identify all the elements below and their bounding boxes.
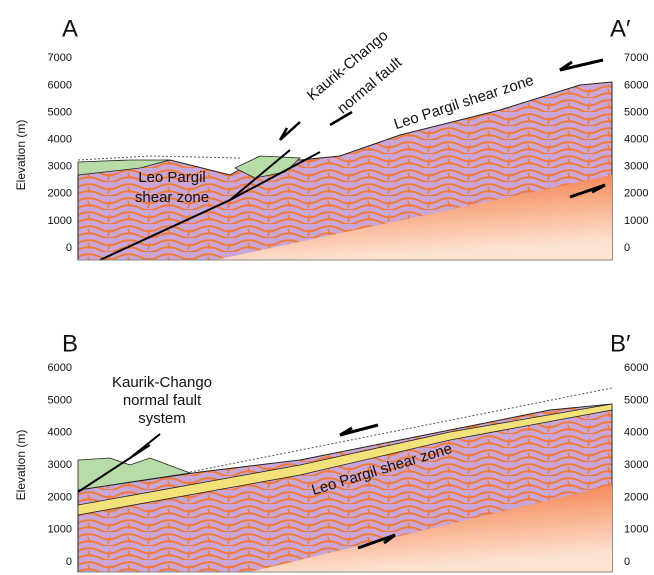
section-label: A xyxy=(62,15,78,42)
y-tick-label: 7000 xyxy=(48,52,72,64)
y-tick-label: 4000 xyxy=(48,427,72,439)
y-tick-label: 5000 xyxy=(48,106,72,118)
y-tick-label: 3000 xyxy=(48,161,72,173)
cover xyxy=(77,159,171,176)
y-tick-label: 6000 xyxy=(624,79,648,91)
axis-title: Elevation (m) xyxy=(14,120,28,191)
y-tick-label: 2000 xyxy=(624,491,648,503)
y-tick-label: 2000 xyxy=(48,491,72,503)
y-tick-label: 0 xyxy=(624,556,630,568)
axis-title: Elevation (m) xyxy=(14,430,28,501)
annotation: system xyxy=(138,410,186,427)
y-tick-label: 0 xyxy=(66,556,72,568)
y-tick-label: 0 xyxy=(66,242,72,254)
y-tick-label: 3000 xyxy=(624,161,648,173)
y-tick-label: 4000 xyxy=(48,134,72,146)
y-tick-label: 4000 xyxy=(624,134,648,146)
section-a xyxy=(77,58,613,261)
y-tick-label: 3000 xyxy=(48,459,72,471)
fault xyxy=(129,433,161,459)
eroded-surface xyxy=(77,155,241,161)
y-tick-label: 5000 xyxy=(48,394,72,406)
y-tick-label: 6000 xyxy=(624,362,648,374)
y-tick-label: 2000 xyxy=(48,188,72,200)
yellow-band xyxy=(77,403,613,516)
y-tick-label: 5000 xyxy=(624,106,648,118)
y-tick-label: 0 xyxy=(624,242,630,254)
cover xyxy=(234,155,301,179)
arrow xyxy=(569,183,606,199)
y-tick-label: 1000 xyxy=(624,524,648,536)
basement xyxy=(250,485,612,572)
y-tick-label: 6000 xyxy=(48,362,72,374)
y-tick-label: 1000 xyxy=(624,215,648,227)
y-tick-label: 1000 xyxy=(48,215,72,227)
y-tick-label: 6000 xyxy=(48,79,72,91)
arrow xyxy=(329,110,353,127)
annotation: Leo Pargil xyxy=(138,169,206,186)
basement xyxy=(215,175,612,260)
annotation: shear zone xyxy=(135,189,209,206)
cover xyxy=(77,457,192,491)
annotation: normal fault xyxy=(123,392,202,409)
section-label: B xyxy=(62,330,78,357)
y-tick-label: 5000 xyxy=(624,394,648,406)
y-tick-label: 2000 xyxy=(624,188,648,200)
arrow xyxy=(559,58,604,72)
section-b xyxy=(77,387,613,573)
arrow xyxy=(357,533,396,550)
y-tick-label: 1000 xyxy=(48,524,72,536)
arrow xyxy=(339,423,379,437)
arrow xyxy=(278,121,301,141)
section-label: B′ xyxy=(610,330,631,357)
y-tick-label: 7000 xyxy=(624,52,648,64)
annotation: Kaurik-Chango xyxy=(112,374,212,391)
y-tick-label: 4000 xyxy=(624,427,648,439)
fault xyxy=(229,151,321,201)
y-tick-label: 3000 xyxy=(624,459,648,471)
section-label: A′ xyxy=(610,15,631,42)
